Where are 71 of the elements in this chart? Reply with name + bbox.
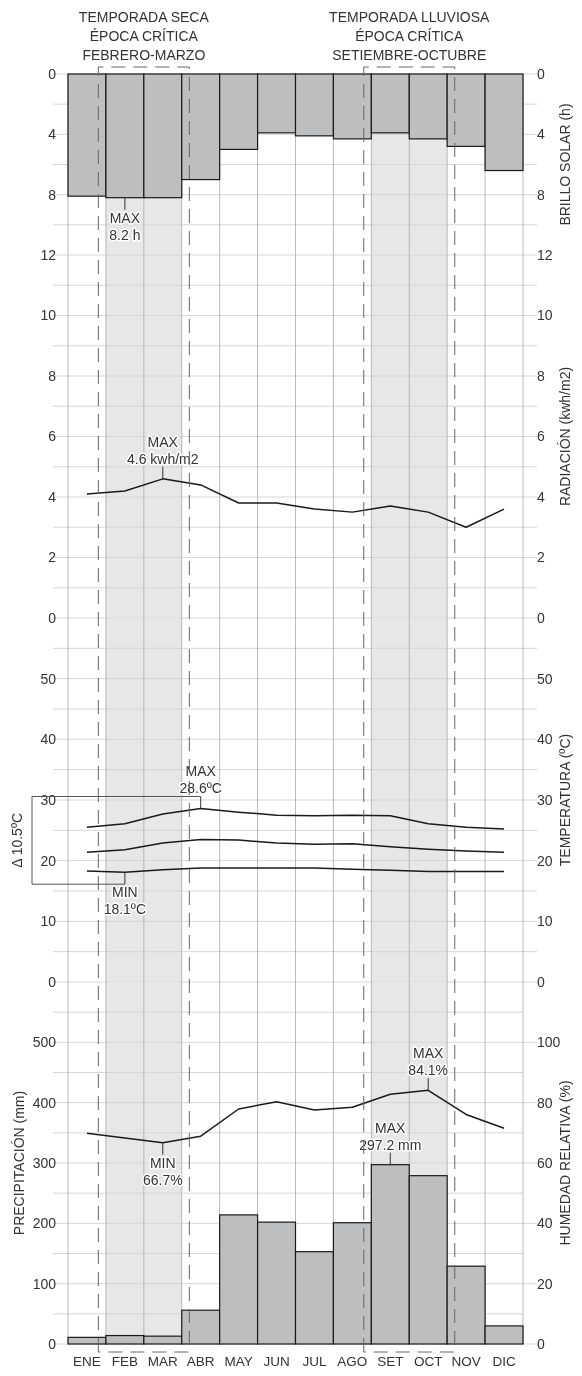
y-tick-label: 6 <box>48 428 57 445</box>
x-tick-label: ENE <box>73 1354 101 1369</box>
annotation: MAX 84.1% <box>408 1045 449 1079</box>
x-tick-label: NOV <box>451 1354 481 1369</box>
y2-tick-label: 6 <box>537 428 545 445</box>
y-tick-label: 0 <box>48 609 57 626</box>
x-tick-label: DIC <box>492 1354 516 1369</box>
y2-tick-label: 80 <box>537 1094 553 1111</box>
y2-tick-label: 40 <box>537 731 553 748</box>
y-tick-label: 20 <box>40 852 57 869</box>
x-tick-label: AGO <box>337 1354 368 1369</box>
y2-tick-label: 20 <box>537 1275 553 1292</box>
y-tick-label: 50 <box>40 670 57 687</box>
y2-tick-label: 50 <box>537 670 553 687</box>
y2-axis-title: BRILLO SOLAR (h) <box>557 103 573 226</box>
y2-tick-label: 10 <box>537 307 553 324</box>
y-tick-label: 10 <box>40 913 57 930</box>
y2-tick-label: 10 <box>537 913 553 930</box>
y2-tick-label: 100 <box>537 1034 561 1051</box>
y-tick-label: 500 <box>32 1034 57 1051</box>
annotation: MIN 66.7% <box>142 1154 183 1188</box>
y2-tick-label: 4 <box>537 488 545 505</box>
x-tick-label: ABR <box>186 1354 215 1369</box>
text: Δ 10.5ºC <box>9 812 25 868</box>
y-tick-label: 8 <box>48 186 57 203</box>
line-series <box>86 838 505 853</box>
y2-tick-label: 0 <box>537 1335 545 1352</box>
y2-axis-title: HUMEDAD RELATIVA (%) <box>557 1080 573 1246</box>
y2-tick-label: 40 <box>537 1215 553 1232</box>
y2-tick-label: 8 <box>537 186 545 203</box>
y-tick-label: 8 <box>48 367 57 384</box>
annotation: MIN 18.1ºC <box>103 884 147 918</box>
y2-axis-title: TEMPERATURA (ºC) <box>557 733 573 867</box>
band-label: TEMPORADA SECA ÉPOCA CRÍTICA FEBRERO-MARZO <box>78 9 210 63</box>
band-label: TEMPORADA LLUVIOSA ÉPOCA CRÍTICA SETIEMBRE-OCTUBRE <box>329 9 491 63</box>
x-tick-label: MAY <box>224 1354 253 1369</box>
y2-tick-label: 12 <box>537 246 553 263</box>
line-series <box>86 807 505 830</box>
y-tick-label: 400 <box>32 1094 57 1111</box>
x-tick-label: JUN <box>263 1354 290 1369</box>
y-tick-label: 4 <box>48 126 57 143</box>
y2-tick-label: 0 <box>537 973 545 990</box>
x-tick-label: MAR <box>147 1354 179 1369</box>
y-tick-label: 10 <box>40 307 57 324</box>
y-tick-label: 4 <box>48 488 57 505</box>
y-tick-label: 2 <box>48 549 57 566</box>
y2-tick-label: 0 <box>537 65 545 82</box>
y-tick-label: 0 <box>48 65 57 82</box>
y-tick-label: 200 <box>32 1215 57 1232</box>
y-tick-label: 0 <box>48 1335 57 1352</box>
y2-tick-label: 60 <box>537 1154 553 1171</box>
y-axis-title: PRECIPITACIÓN (mm) <box>11 1090 27 1236</box>
line-series <box>86 478 505 528</box>
x-tick-label: OCT <box>413 1354 443 1369</box>
y2-tick-label: 2 <box>537 549 545 566</box>
y-tick-label: 0 <box>48 973 57 990</box>
x-tick-label: SET <box>377 1354 404 1369</box>
y2-tick-label: 4 <box>537 126 545 143</box>
y2-tick-label: 8 <box>537 367 545 384</box>
y2-tick-label: 20 <box>537 852 553 869</box>
y-tick-label: 300 <box>32 1154 57 1171</box>
y-tick-label: 40 <box>40 731 57 748</box>
x-tick-label: JUL <box>302 1354 327 1369</box>
y-tick-label: 100 <box>32 1275 57 1292</box>
x-tick-label: FEB <box>111 1354 139 1369</box>
y2-axis-title: RADIACIÓN (kwh/m2) <box>557 366 573 507</box>
annotation: MAX 8.2 h <box>109 209 141 243</box>
y-tick-label: 12 <box>40 246 57 263</box>
annotation: MAX 297.2 mm <box>359 1119 422 1153</box>
y2-tick-label: 0 <box>537 609 545 626</box>
y2-tick-label: 30 <box>537 791 553 808</box>
